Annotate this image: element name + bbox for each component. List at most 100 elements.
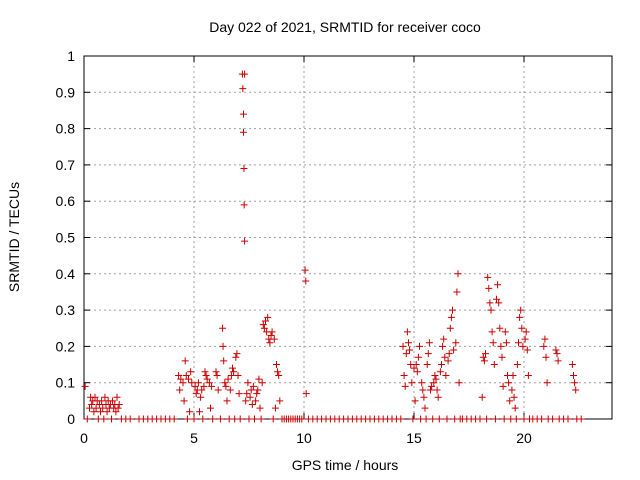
data-point [240, 110, 247, 118]
y-tick-label: 0.3 [56, 302, 76, 318]
data-point [86, 404, 93, 412]
x-tick-label: 20 [516, 430, 532, 446]
data-point [508, 386, 516, 394]
y-tick-label: 0.1 [56, 375, 76, 391]
data-point [177, 375, 185, 383]
data-point [247, 386, 255, 394]
data-point [433, 386, 441, 394]
data-point [480, 357, 488, 365]
data-point [182, 371, 190, 379]
data-point [482, 350, 489, 358]
data-point [186, 408, 194, 416]
data-point [181, 357, 189, 365]
data-point [440, 335, 448, 343]
data-point [497, 342, 505, 350]
data-point [201, 368, 209, 376]
data-point [267, 332, 275, 340]
data-point [441, 353, 449, 361]
data-point [115, 400, 123, 408]
data-point [505, 379, 513, 387]
data-point [98, 397, 106, 405]
data-point [543, 379, 551, 387]
data-point [549, 415, 557, 423]
data-point [236, 415, 244, 423]
data-point [428, 382, 436, 390]
data-point [205, 379, 213, 387]
data-point [419, 386, 427, 394]
data-point [431, 371, 439, 379]
data-point [112, 408, 120, 416]
data-point [500, 415, 508, 423]
data-point [495, 299, 503, 307]
data-point [513, 361, 521, 369]
data-point [443, 415, 451, 423]
data-point [241, 70, 249, 78]
data-point [424, 350, 432, 358]
grid-lines [84, 56, 612, 419]
data-point [235, 390, 243, 398]
data-point [108, 415, 115, 423]
data-point [522, 328, 530, 336]
data-point [256, 404, 264, 412]
data-point [496, 324, 504, 332]
data-point [200, 382, 208, 390]
data-point [502, 339, 510, 347]
data-point [501, 328, 509, 336]
x-tick-label: 15 [406, 430, 422, 446]
data-point [270, 335, 278, 343]
data-point [423, 361, 431, 369]
data-point [234, 371, 242, 379]
data-point [453, 288, 461, 296]
data-point [126, 415, 134, 423]
data-point [258, 379, 266, 387]
data-point [538, 415, 546, 423]
data-point [180, 397, 188, 405]
data-point [487, 306, 495, 314]
data-point [222, 382, 230, 390]
data-point [564, 415, 572, 423]
data-point [227, 371, 235, 379]
data-point [450, 346, 458, 354]
data-point [488, 328, 496, 336]
data-point [224, 375, 232, 383]
x-axis-label: GPS time / hours [292, 457, 399, 473]
data-point [432, 375, 440, 383]
data-point [444, 357, 452, 365]
data-point [170, 415, 178, 423]
data-point [494, 281, 502, 289]
y-tick-label: 0.9 [56, 84, 76, 100]
data-point [249, 382, 257, 390]
data-point [232, 353, 240, 361]
data-point [447, 313, 455, 321]
data-point [439, 342, 447, 350]
data-point [554, 357, 562, 365]
data-point [509, 371, 517, 379]
y-tick-label: 1 [67, 48, 75, 64]
data-point [422, 415, 430, 423]
data-point [179, 379, 187, 387]
data-point [517, 306, 525, 314]
data-point [412, 361, 420, 369]
data-point [455, 379, 463, 387]
data-point [185, 375, 192, 383]
data-point [92, 404, 100, 412]
x-tick-label: 5 [190, 430, 198, 446]
data-point [434, 393, 442, 401]
data-point [427, 386, 434, 394]
data-point [109, 397, 117, 405]
data-point [401, 382, 409, 390]
data-point [219, 324, 227, 332]
data-point [244, 379, 252, 387]
data-point [240, 201, 248, 209]
data-point [403, 328, 411, 336]
data-point [405, 339, 412, 347]
data-point [553, 350, 561, 358]
data-point [446, 324, 454, 332]
data-point [248, 400, 256, 408]
data-point [484, 273, 492, 281]
data-point [436, 368, 444, 376]
data-point [572, 386, 580, 394]
data-point [269, 415, 277, 423]
data-point [570, 371, 577, 379]
data-point [197, 393, 205, 401]
